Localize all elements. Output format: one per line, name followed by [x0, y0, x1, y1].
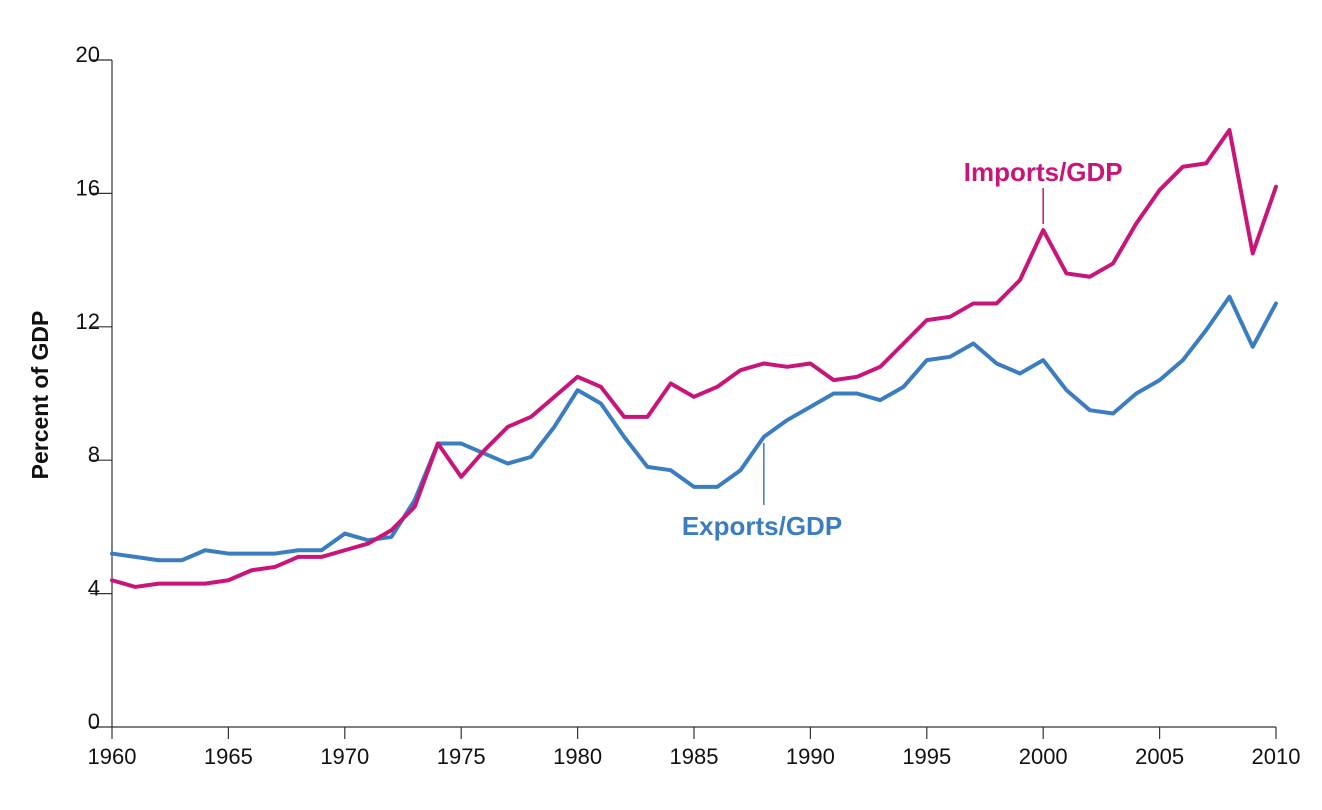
x-ticks: 1960 1965 1970 1975 1980 1985 1990 1995 2000 2005…	[88, 727, 1301, 769]
y-tick-label: 12	[76, 309, 100, 334]
x-tick-label: 1975	[437, 744, 486, 769]
series-layer: Exports/GDP Imports/GDP	[110, 128, 1278, 589]
y-ticks: 0 4 8 12 16 20	[76, 42, 112, 734]
series-label: Exports/GDP	[682, 511, 842, 541]
x-tick-label: 2005	[1135, 744, 1184, 769]
y-tick-label: 0	[88, 709, 100, 734]
x-tick-label: 1960	[88, 744, 137, 769]
x-tick-label: 1980	[553, 744, 602, 769]
series-exports-gdp: Exports/GDP	[110, 294, 1278, 563]
x-tick-label: 2010	[1252, 744, 1301, 769]
x-tick-label: 1970	[320, 744, 369, 769]
series-imports-gdp: Imports/GDP	[110, 128, 1278, 589]
series-label: Imports/GDP	[964, 157, 1123, 187]
x-tick-label: 1990	[786, 744, 835, 769]
y-tick-label: 16	[76, 175, 100, 200]
y-axis-title: Percent of GDP	[27, 311, 53, 480]
x-tick-label: 1985	[670, 744, 719, 769]
y-tick-label: 20	[76, 42, 100, 67]
y-tick-label: 4	[88, 576, 100, 601]
x-tick-label: 1995	[902, 744, 951, 769]
x-tick-label: 2000	[1019, 744, 1068, 769]
y-tick-label: 8	[88, 442, 100, 467]
x-tick-label: 1965	[204, 744, 253, 769]
